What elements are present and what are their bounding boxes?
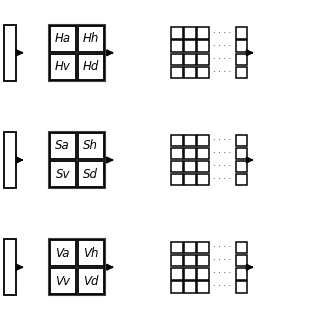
Bar [78, 26, 104, 52]
Bar [78, 240, 104, 266]
Bar [236, 242, 247, 253]
Bar [197, 148, 209, 159]
Bar [184, 41, 196, 52]
Bar [171, 161, 183, 172]
Bar [236, 28, 247, 39]
Bar [171, 255, 183, 266]
Bar [197, 268, 209, 280]
Bar [49, 239, 105, 295]
Bar [184, 242, 196, 253]
Bar [78, 161, 104, 187]
Text: · · · ·: · · · · [213, 55, 231, 64]
Text: Hv: Hv [55, 60, 71, 73]
Bar [50, 54, 76, 80]
Bar [171, 53, 183, 65]
Text: · · · ·: · · · · [213, 28, 231, 38]
Bar [184, 161, 196, 172]
Bar [184, 174, 196, 185]
Bar [4, 132, 16, 188]
Text: · · · ·: · · · · [213, 282, 231, 292]
Text: Sa: Sa [55, 140, 70, 152]
Bar [197, 161, 209, 172]
Text: · · · ·: · · · · [213, 256, 231, 265]
Bar [4, 25, 16, 81]
Bar [171, 174, 183, 185]
Bar [236, 148, 247, 159]
Bar [171, 67, 183, 78]
Bar [184, 53, 196, 65]
Bar [184, 28, 196, 39]
Bar [171, 148, 183, 159]
Bar [197, 242, 209, 253]
Bar [197, 174, 209, 185]
Text: Va: Va [55, 247, 70, 260]
Text: Ha: Ha [55, 32, 71, 45]
Bar [197, 28, 209, 39]
Text: · · · ·: · · · · [213, 68, 231, 77]
Bar [184, 281, 196, 292]
Bar [4, 239, 16, 295]
Bar [78, 133, 104, 159]
Bar [78, 268, 104, 294]
Bar [184, 134, 196, 146]
Text: Vh: Vh [83, 247, 99, 260]
Bar [236, 41, 247, 52]
Bar [184, 268, 196, 280]
Bar [197, 255, 209, 266]
Bar [184, 67, 196, 78]
Bar [197, 41, 209, 52]
Text: · · · ·: · · · · [213, 269, 231, 278]
Text: · · · ·: · · · · [213, 243, 231, 252]
Text: Hd: Hd [83, 60, 99, 73]
Bar [171, 268, 183, 280]
Bar [171, 41, 183, 52]
Bar [236, 134, 247, 146]
Bar [78, 54, 104, 80]
Bar [50, 161, 76, 187]
Text: · · · ·: · · · · [213, 175, 231, 184]
Bar [49, 132, 105, 188]
Bar [171, 242, 183, 253]
Bar [197, 53, 209, 65]
Bar [236, 268, 247, 280]
Text: · · · ·: · · · · [213, 42, 231, 51]
Text: Vv: Vv [55, 275, 70, 288]
Text: Sv: Sv [55, 168, 70, 180]
Bar [236, 67, 247, 78]
Bar [49, 25, 105, 81]
Bar [197, 134, 209, 146]
Bar [236, 255, 247, 266]
Text: · · · ·: · · · · [213, 162, 231, 171]
Bar [184, 255, 196, 266]
Bar [236, 281, 247, 292]
Bar [197, 281, 209, 292]
Text: Hh: Hh [83, 32, 99, 45]
Text: · · · ·: · · · · [213, 149, 231, 158]
Bar [50, 26, 76, 52]
Text: · · · ·: · · · · [213, 136, 231, 145]
Bar [171, 134, 183, 146]
Text: Sd: Sd [84, 168, 98, 180]
Text: Sh: Sh [84, 140, 98, 152]
Bar [50, 133, 76, 159]
Bar [236, 161, 247, 172]
Bar [236, 53, 247, 65]
Text: Vd: Vd [83, 275, 99, 288]
Bar [171, 281, 183, 292]
Bar [236, 174, 247, 185]
Bar [171, 28, 183, 39]
Bar [197, 67, 209, 78]
Bar [50, 268, 76, 294]
Bar [184, 148, 196, 159]
Bar [50, 240, 76, 266]
